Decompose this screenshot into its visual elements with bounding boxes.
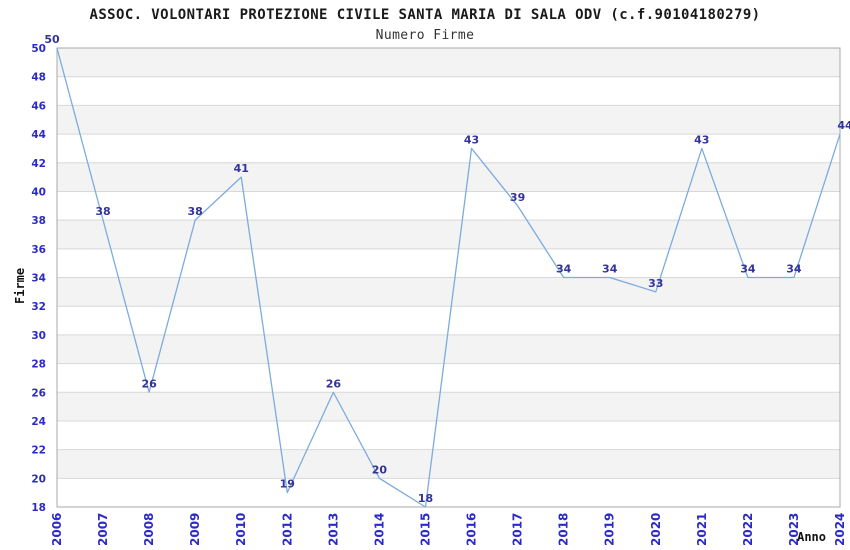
x-tick-label: 2009 xyxy=(188,513,202,546)
plot-band xyxy=(57,334,840,364)
x-tick-label: 2008 xyxy=(142,513,156,546)
point-label: 38 xyxy=(95,205,110,218)
y-tick-label: 44 xyxy=(31,129,46,141)
x-tick-label: 2014 xyxy=(372,513,386,546)
point-label: 26 xyxy=(326,377,342,390)
plot-border xyxy=(56,47,841,508)
y-tick-label: 18 xyxy=(31,502,46,514)
point-label: 20 xyxy=(372,463,388,476)
point-label: 34 xyxy=(740,263,756,276)
y-tick-label: 38 xyxy=(31,215,46,227)
x-tick-label: 2020 xyxy=(649,513,663,546)
y-axis-title: Firme xyxy=(13,268,27,304)
plot-band xyxy=(57,277,840,307)
point-label: 43 xyxy=(694,133,709,146)
point-label: 18 xyxy=(418,492,433,505)
x-tick-label: 2013 xyxy=(326,513,340,546)
plot-band xyxy=(57,48,840,77)
y-tick-label: 26 xyxy=(31,387,46,399)
y-tick-label: 30 xyxy=(31,330,46,342)
point-label: 34 xyxy=(602,263,618,276)
x-tick-label: 2021 xyxy=(695,513,709,546)
x-axis-title: Anno xyxy=(797,530,826,544)
x-tick-label: 2023 xyxy=(787,513,801,546)
x-tick-label: 2015 xyxy=(418,513,432,546)
plot-band xyxy=(57,449,840,479)
x-tick-label: 2024 xyxy=(833,513,847,546)
point-label: 44 xyxy=(837,119,850,132)
y-tick-label: 48 xyxy=(31,72,46,84)
x-tick-label: 2007 xyxy=(96,513,110,546)
x-tick-label: 2010 xyxy=(234,513,248,546)
point-label: 34 xyxy=(786,263,802,276)
y-tick-label: 20 xyxy=(31,473,46,485)
y-tick-label: 46 xyxy=(31,100,46,112)
point-label: 43 xyxy=(464,133,479,146)
point-label: 19 xyxy=(280,478,295,491)
x-tick-label: 2022 xyxy=(741,513,755,546)
point-label: 33 xyxy=(648,277,663,290)
chart-title: ASSOC. VOLONTARI PROTEZIONE CIVILE SANTA… xyxy=(89,7,761,23)
x-tick-label: 2019 xyxy=(603,513,617,546)
point-label: 39 xyxy=(510,191,525,204)
point-label: 26 xyxy=(141,377,157,390)
point-label: 34 xyxy=(556,263,572,276)
y-tick-label: 24 xyxy=(31,416,46,428)
x-tick-label: 2017 xyxy=(511,513,525,546)
point-label: 41 xyxy=(234,162,249,175)
y-tick-label: 42 xyxy=(31,158,46,170)
y-tick-label: 40 xyxy=(31,186,46,198)
x-tick-label: 2006 xyxy=(50,513,64,546)
y-tick-label: 50 xyxy=(31,43,46,55)
x-tick-label: 2016 xyxy=(465,513,479,546)
plot-band xyxy=(57,162,840,192)
y-tick-label: 34 xyxy=(31,273,46,285)
x-tick-label: 2018 xyxy=(557,513,571,546)
y-tick-label: 36 xyxy=(31,244,46,256)
x-tick-label: 2012 xyxy=(280,513,294,546)
plot-band xyxy=(57,105,840,135)
data-line xyxy=(56,47,841,508)
y-tick-label: 32 xyxy=(31,301,46,313)
y-tick-label: 22 xyxy=(31,445,46,457)
plot-band xyxy=(57,392,840,421)
point-label: 50 xyxy=(44,33,60,46)
point-label: 38 xyxy=(188,205,203,218)
plot-band xyxy=(57,220,840,249)
chart-subtitle: Numero Firme xyxy=(375,28,475,43)
y-tick-label: 28 xyxy=(31,359,46,371)
